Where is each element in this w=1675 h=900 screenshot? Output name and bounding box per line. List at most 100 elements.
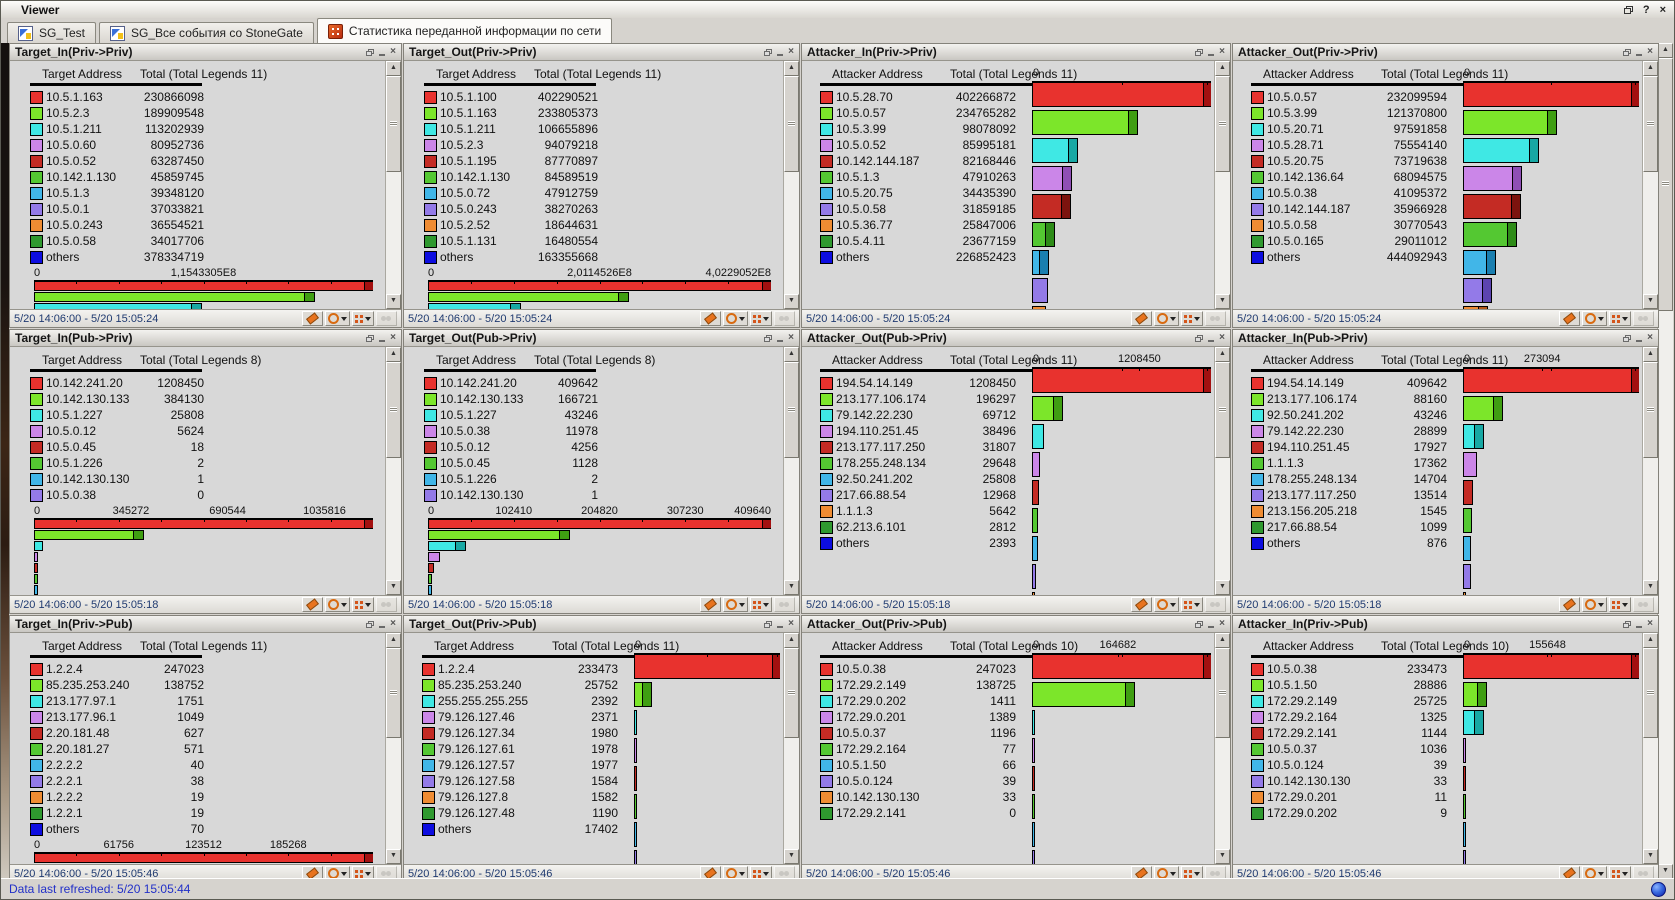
panel-titlebar[interactable]: Target_In(Pub->Priv) × (10, 330, 401, 347)
scroll-thumb[interactable] (784, 648, 799, 738)
view-mode-button[interactable] (1181, 597, 1203, 612)
panel-close-icon[interactable]: × (390, 618, 396, 629)
inspect-button[interactable] (774, 597, 795, 612)
panel-restore-icon[interactable] (366, 620, 375, 628)
inspect-button[interactable] (376, 597, 397, 612)
scroll-thumb[interactable] (1643, 362, 1658, 459)
panel-titlebar[interactable]: Attacker_Out(Priv->Priv) × (1233, 44, 1658, 61)
scroll-up-icon[interactable]: ▲ (784, 633, 799, 648)
panel-minimize-icon[interactable] (777, 625, 784, 628)
view-mode-button[interactable] (1181, 311, 1203, 326)
scroll-thumb[interactable] (386, 76, 401, 173)
scroll-thumb[interactable] (1643, 648, 1658, 738)
panel-titlebar[interactable]: Target_Out(Pub->Priv) × (404, 330, 799, 347)
activation-button[interactable] (325, 311, 350, 326)
scroll-down-icon[interactable]: ▼ (1658, 864, 1673, 879)
scroll-down-icon[interactable]: ▼ (1215, 849, 1230, 864)
scroll-up-icon[interactable]: ▲ (1658, 43, 1673, 58)
clear-button[interactable] (302, 311, 323, 326)
scroll-thumb[interactable] (386, 362, 401, 459)
scroll-down-icon[interactable]: ▼ (1643, 294, 1658, 309)
scroll-down-icon[interactable]: ▼ (1215, 580, 1230, 595)
panel-restore-icon[interactable] (764, 334, 773, 342)
panel-titlebar[interactable]: Target_In(Priv->Pub) × (10, 616, 401, 633)
activation-button[interactable] (1582, 311, 1607, 326)
panel-titlebar[interactable]: Attacker_In(Priv->Pub) × (1233, 616, 1658, 633)
clear-button[interactable] (302, 866, 323, 879)
scroll-down-icon[interactable]: ▼ (784, 294, 799, 309)
panel-scrollbar[interactable]: ▲ ▼ (385, 633, 401, 864)
clear-button[interactable] (1559, 597, 1580, 612)
panel-minimize-icon[interactable] (1636, 339, 1643, 342)
scroll-thumb[interactable] (1658, 58, 1673, 311)
view-mode-button[interactable] (750, 311, 772, 326)
panel-minimize-icon[interactable] (1636, 53, 1643, 56)
view-mode-button[interactable] (750, 866, 772, 879)
clear-button[interactable] (302, 597, 323, 612)
panel-scrollbar[interactable]: ▲ ▼ (1642, 633, 1658, 864)
panel-scrollbar[interactable]: ▲ ▼ (1214, 61, 1230, 309)
view-mode-button[interactable] (1609, 866, 1631, 879)
inspect-button[interactable] (1205, 597, 1226, 612)
panel-scrollbar[interactable]: ▲ ▼ (385, 61, 401, 309)
panel-close-icon[interactable]: × (788, 332, 794, 343)
panel-close-icon[interactable]: × (1647, 618, 1653, 629)
panel-restore-icon[interactable] (1195, 48, 1204, 56)
panel-scrollbar[interactable]: ▲ ▼ (1214, 347, 1230, 595)
scroll-up-icon[interactable]: ▲ (386, 61, 401, 76)
panel-titlebar[interactable]: Target_In(Priv->Priv) × (10, 44, 401, 61)
panel-minimize-icon[interactable] (1208, 53, 1215, 56)
scroll-down-icon[interactable]: ▼ (386, 294, 401, 309)
inspect-button[interactable] (376, 866, 397, 879)
scroll-up-icon[interactable]: ▲ (1215, 61, 1230, 76)
view-mode-button[interactable] (1609, 311, 1631, 326)
scroll-up-icon[interactable]: ▲ (1215, 347, 1230, 362)
panel-titlebar[interactable]: Attacker_Out(Priv->Pub) × (802, 616, 1230, 633)
clear-button[interactable] (1131, 597, 1152, 612)
activation-button[interactable] (723, 311, 748, 326)
scroll-up-icon[interactable]: ▲ (1643, 633, 1658, 648)
activation-button[interactable] (325, 597, 350, 612)
panel-restore-icon[interactable] (1623, 334, 1632, 342)
main-vertical-scrollbar[interactable]: ▲ ▼ (1657, 43, 1673, 879)
scroll-down-icon[interactable]: ▼ (784, 580, 799, 595)
scroll-up-icon[interactable]: ▲ (784, 347, 799, 362)
clear-button[interactable] (1131, 866, 1152, 879)
help-icon[interactable]: ? (1642, 3, 1650, 16)
panel-close-icon[interactable]: × (1219, 618, 1225, 629)
scroll-thumb[interactable] (386, 648, 401, 738)
panel-minimize-icon[interactable] (777, 339, 784, 342)
panel-close-icon[interactable]: × (1219, 332, 1225, 343)
panel-restore-icon[interactable] (1195, 620, 1204, 628)
tab-1[interactable]: SG_Test (7, 22, 97, 43)
panel-close-icon[interactable]: × (1219, 46, 1225, 57)
scroll-thumb[interactable] (1643, 76, 1658, 173)
scroll-up-icon[interactable]: ▲ (1643, 61, 1658, 76)
tab-3[interactable]: Статистика переданной информации по сети (316, 18, 613, 44)
panel-restore-icon[interactable] (366, 48, 375, 56)
panel-titlebar[interactable]: Attacker_In(Priv->Priv) × (802, 44, 1230, 61)
clear-button[interactable] (1559, 311, 1580, 326)
scroll-down-icon[interactable]: ▼ (1643, 580, 1658, 595)
scroll-down-icon[interactable]: ▼ (386, 580, 401, 595)
view-mode-button[interactable] (352, 866, 374, 879)
scroll-up-icon[interactable]: ▲ (784, 61, 799, 76)
panel-minimize-icon[interactable] (777, 53, 784, 56)
restore-icon[interactable] (1623, 5, 1633, 14)
panel-minimize-icon[interactable] (1636, 625, 1643, 628)
panel-close-icon[interactable]: × (1647, 332, 1653, 343)
panel-close-icon[interactable]: × (788, 618, 794, 629)
view-mode-button[interactable] (750, 597, 772, 612)
panel-restore-icon[interactable] (1623, 620, 1632, 628)
panel-scrollbar[interactable]: ▲ ▼ (1642, 347, 1658, 595)
panel-titlebar[interactable]: Attacker_In(Pub->Priv) × (1233, 330, 1658, 347)
tab-2[interactable]: SG_Все события со StoneGate (99, 22, 314, 43)
panel-minimize-icon[interactable] (379, 625, 386, 628)
scroll-thumb[interactable] (1215, 648, 1230, 738)
panel-restore-icon[interactable] (764, 620, 773, 628)
panel-scrollbar[interactable]: ▲ ▼ (1214, 633, 1230, 864)
inspect-button[interactable] (1205, 866, 1226, 879)
panel-titlebar[interactable]: Attacker_Out(Pub->Priv) × (802, 330, 1230, 347)
panel-scrollbar[interactable]: ▲ ▼ (783, 347, 799, 595)
clear-button[interactable] (1559, 866, 1580, 879)
